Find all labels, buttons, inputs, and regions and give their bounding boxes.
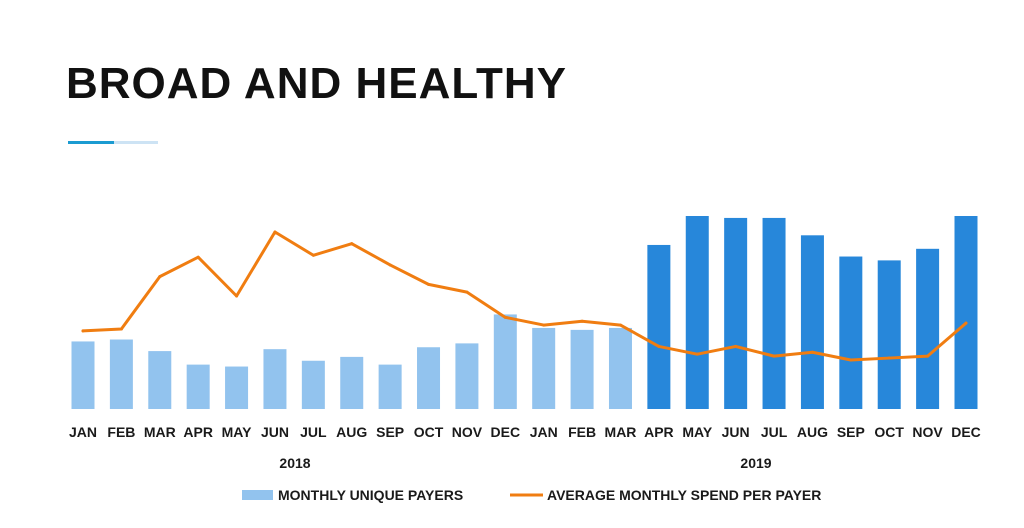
x-tick-label: NOV <box>452 424 483 440</box>
year-labels: 2018 2019 <box>279 455 771 471</box>
bar-18 <box>762 217 786 409</box>
x-tick-label: FEB <box>107 424 135 440</box>
spend-line <box>81 230 968 362</box>
spend-point-23 <box>964 321 968 325</box>
legend: MONTHLY UNIQUE PAYERS AVERAGE MONTHLY SPE… <box>242 487 821 503</box>
legend-label-spend: AVERAGE MONTHLY SPEND PER PAYER <box>547 487 821 503</box>
bar-9 <box>417 347 441 409</box>
bar-19 <box>800 235 824 409</box>
x-tick-label: DEC <box>491 424 521 440</box>
title-accent-line <box>68 141 114 144</box>
spend-point-2 <box>158 275 162 279</box>
bar-13 <box>570 329 594 409</box>
spend-point-17 <box>734 344 738 348</box>
spend-point-0 <box>81 329 85 333</box>
x-tick-label: FEB <box>568 424 596 440</box>
x-tick-label: OCT <box>874 424 904 440</box>
bar-1 <box>109 339 133 409</box>
x-tick-label: MAR <box>144 424 176 440</box>
x-axis-ticks: JAN FEB MAR APR MAY JUN JUL AUG SEP OCT NOV DEC JAN F… <box>69 424 981 440</box>
spend-point-1 <box>119 327 123 331</box>
bar-23 <box>954 216 978 409</box>
x-tick-label: JUN <box>261 424 289 440</box>
page-title: BROAD AND HEALTHY <box>66 59 567 108</box>
bar-20 <box>839 256 863 409</box>
spend-point-3 <box>196 255 200 259</box>
x-tick-label: JUL <box>761 424 788 440</box>
bar-2 <box>148 351 172 409</box>
bar-15 <box>647 244 671 409</box>
spend-point-12 <box>542 323 546 327</box>
x-tick-label: OCT <box>414 424 444 440</box>
spend-point-10 <box>465 290 469 294</box>
x-tick-label: SEP <box>376 424 404 440</box>
x-tick-label: MAR <box>605 424 637 440</box>
bar-10 <box>455 343 479 409</box>
bar-12 <box>532 327 556 409</box>
spend-point-9 <box>427 282 431 286</box>
x-tick-label: JUL <box>300 424 327 440</box>
bar-4 <box>225 366 249 409</box>
spend-point-6 <box>311 253 315 257</box>
spend-point-8 <box>388 263 392 267</box>
spend-point-11 <box>503 315 507 319</box>
spend-point-15 <box>657 344 661 348</box>
spend-point-19 <box>810 350 814 354</box>
bar-5 <box>263 349 287 409</box>
bar-0 <box>71 341 95 409</box>
spend-point-18 <box>772 354 776 358</box>
spend-point-7 <box>350 242 354 246</box>
x-tick-label: AUG <box>336 424 367 440</box>
year-label-2018: 2018 <box>279 455 310 471</box>
x-tick-label: APR <box>183 424 213 440</box>
x-tick-label: DEC <box>951 424 981 440</box>
spend-point-22 <box>926 354 930 358</box>
x-tick-label: APR <box>644 424 674 440</box>
spend-point-14 <box>618 323 622 327</box>
bar-11 <box>493 314 517 409</box>
spend-point-16 <box>695 352 699 356</box>
spend-point-20 <box>849 358 853 362</box>
x-tick-label: SEP <box>837 424 865 440</box>
bar-7 <box>340 356 364 409</box>
bar-14 <box>608 327 632 409</box>
legend-label-payers: MONTHLY UNIQUE PAYERS <box>278 487 463 503</box>
bar-21 <box>877 260 901 409</box>
line-series <box>81 230 968 362</box>
x-tick-label: JUN <box>722 424 750 440</box>
x-tick-label: NOV <box>912 424 943 440</box>
x-tick-label: AUG <box>797 424 828 440</box>
bar-8 <box>378 364 402 409</box>
bar-6 <box>301 360 325 409</box>
bar-17 <box>724 217 748 409</box>
spend-point-4 <box>235 294 239 298</box>
x-tick-label: MAY <box>682 424 712 440</box>
spend-point-21 <box>887 356 891 360</box>
x-tick-label: MAY <box>222 424 252 440</box>
x-tick-label: JAN <box>69 424 97 440</box>
bar-16 <box>685 216 709 409</box>
bar-22 <box>916 248 940 409</box>
bar-3 <box>186 364 210 409</box>
title-accent-line-light <box>114 141 158 144</box>
year-label-2019: 2019 <box>740 455 771 471</box>
spend-point-5 <box>273 230 277 234</box>
legend-swatch-payers <box>242 490 273 500</box>
bar-series <box>71 216 978 409</box>
spend-point-13 <box>580 319 584 323</box>
x-tick-label: JAN <box>530 424 558 440</box>
